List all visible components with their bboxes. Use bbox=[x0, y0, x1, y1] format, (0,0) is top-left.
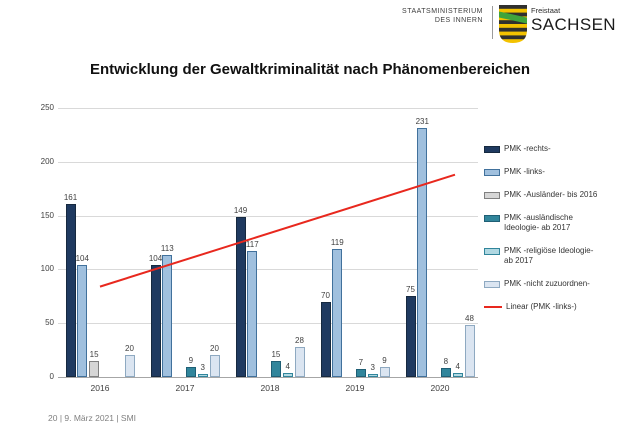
bar-value-label: 15 bbox=[271, 349, 281, 359]
legend-label: PMK -religiöse Ideologie- ab 2017 bbox=[504, 246, 594, 265]
ministry-line2: DES INNERN bbox=[434, 17, 483, 24]
saxony-coat-of-arms-icon bbox=[499, 5, 527, 48]
chart-bar bbox=[150, 265, 161, 377]
x-axis-label: 2018 bbox=[260, 383, 280, 393]
bar-value-label: 9 bbox=[382, 356, 387, 366]
gridline bbox=[58, 108, 478, 109]
bar-value-label: 20 bbox=[125, 344, 134, 354]
legend-label: PMK -ausländische Ideologie- ab 2017 bbox=[504, 213, 573, 232]
gridline bbox=[58, 161, 478, 163]
ministry-line1: STAATSMINISTERIUM bbox=[402, 8, 483, 15]
bar-value-label: 149 bbox=[233, 205, 248, 215]
legend-item: PMK -rechts- bbox=[484, 144, 614, 154]
sachsen-label: SACHSEN bbox=[531, 14, 616, 34]
x-axis-label: 2020 bbox=[430, 383, 450, 393]
y-axis-tick-label: 200 bbox=[40, 156, 54, 166]
chart-bar bbox=[379, 367, 390, 377]
chart-bar bbox=[124, 355, 135, 377]
chart-bar bbox=[77, 265, 88, 377]
chart-bar bbox=[367, 373, 378, 377]
y-axis-tick-label: 0 bbox=[49, 372, 54, 381]
chart-bar bbox=[355, 369, 366, 377]
legend-label: PMK -links- bbox=[504, 167, 545, 176]
y-axis-tick-label: 50 bbox=[45, 318, 54, 328]
bar-value-label: 20 bbox=[210, 344, 219, 354]
chart-bar bbox=[294, 346, 305, 377]
footer-page-info: 20 | 9. März 2021 | SMI bbox=[48, 413, 137, 423]
chart-bar bbox=[417, 128, 428, 377]
chart-bar bbox=[89, 360, 100, 377]
bar-value-label: 117 bbox=[245, 240, 259, 250]
bar-value-label: 4 bbox=[285, 361, 290, 371]
chart-bar bbox=[452, 372, 463, 377]
chart-bar bbox=[282, 372, 293, 377]
bar-value-label: 104 bbox=[75, 254, 89, 264]
bar-value-label: 70 bbox=[321, 290, 330, 300]
chart-bar bbox=[405, 296, 416, 377]
bar-value-label: 231 bbox=[415, 117, 429, 127]
legend-item: PMK -nicht zuzuordnen- bbox=[484, 279, 614, 289]
state-brand: Freistaat SACHSEN bbox=[531, 7, 616, 33]
legend-swatch-icon bbox=[484, 215, 500, 222]
legend-item: Linear (PMK -links-) bbox=[484, 302, 614, 312]
x-axis-label: 2016 bbox=[90, 383, 110, 393]
page-title: Entwicklung der Gewaltkriminalität nach … bbox=[89, 61, 531, 78]
bar-value-label: 161 bbox=[63, 192, 78, 202]
legend-swatch-icon bbox=[484, 248, 500, 255]
header-divider bbox=[492, 6, 493, 39]
y-axis-tick-label: 100 bbox=[40, 264, 54, 274]
bar-value-label: 113 bbox=[160, 244, 174, 254]
x-axis-line bbox=[58, 377, 478, 378]
bar-value-label: 3 bbox=[370, 362, 375, 372]
chart-bar bbox=[209, 355, 220, 377]
chart-bar bbox=[162, 255, 173, 377]
chart-bar bbox=[65, 203, 76, 377]
chart-bar bbox=[270, 360, 281, 377]
legend-line-swatch-icon bbox=[484, 306, 502, 308]
chart-bar bbox=[332, 248, 343, 377]
bar-value-label: 9 bbox=[188, 356, 194, 366]
chart-bar bbox=[247, 251, 258, 377]
bar-value-label: 48 bbox=[465, 314, 474, 324]
y-axis-tick-label: 250 bbox=[40, 103, 54, 112]
gridline bbox=[58, 269, 478, 271]
bar-value-label: 28 bbox=[295, 335, 304, 345]
bar-value-label: 119 bbox=[330, 237, 344, 247]
bar-value-label: 8 bbox=[443, 357, 449, 367]
legend-label: PMK -nicht zuzuordnen- bbox=[504, 279, 590, 288]
x-axis-label: 2017 bbox=[175, 383, 195, 393]
y-axis-tick-label: 150 bbox=[40, 210, 54, 220]
legend-label: PMK -rechts- bbox=[504, 144, 551, 153]
bar-value-label: 7 bbox=[358, 358, 364, 368]
bar-value-label: 3 bbox=[200, 362, 205, 372]
legend-swatch-icon bbox=[484, 192, 500, 199]
chart-bar bbox=[464, 325, 475, 377]
legend-swatch-icon bbox=[484, 169, 500, 176]
chart-bar bbox=[440, 368, 451, 377]
ministry-name: STAATSMINISTERIUM DES INNERN bbox=[402, 7, 483, 25]
chart-bar bbox=[197, 373, 208, 377]
legend-item: PMK -ausländische Ideologie- ab 2017 bbox=[484, 213, 614, 233]
legend-swatch-icon bbox=[484, 146, 500, 153]
legend-swatch-icon bbox=[484, 281, 500, 288]
chart-bar bbox=[185, 367, 196, 377]
chart-bar bbox=[320, 301, 331, 377]
x-axis-label: 2019 bbox=[345, 383, 365, 393]
legend-item: PMK -Ausländer- bis 2016 bbox=[484, 190, 614, 200]
legend-item: PMK -links- bbox=[484, 167, 614, 177]
bar-value-label: 75 bbox=[406, 285, 415, 295]
gridline bbox=[58, 215, 478, 217]
gridline bbox=[58, 323, 478, 325]
legend-label: Linear (PMK -links-) bbox=[506, 302, 577, 311]
bar-value-label: 4 bbox=[455, 361, 460, 371]
chart-legend: PMK -rechts- PMK -links- PMK -Ausländer- b… bbox=[484, 144, 614, 325]
legend-item: PMK -religiöse Ideologie- ab 2017 bbox=[484, 246, 614, 266]
bar-value-label: 15 bbox=[89, 349, 99, 359]
legend-label: PMK -Ausländer- bis 2016 bbox=[504, 190, 598, 199]
freistaat-label: Freistaat bbox=[531, 6, 561, 15]
